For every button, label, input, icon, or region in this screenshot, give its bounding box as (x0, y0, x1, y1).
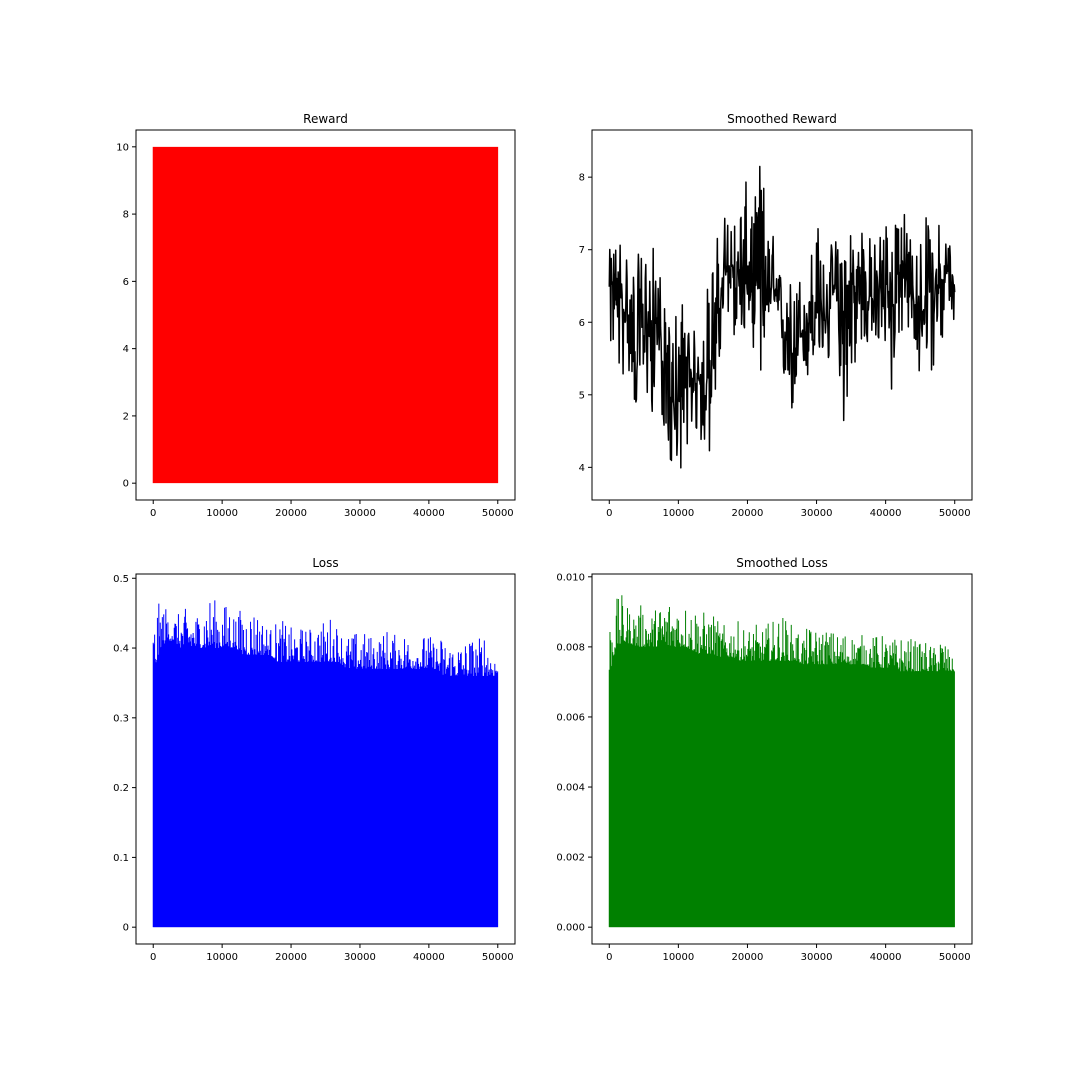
loss-axes-frame (135, 573, 516, 945)
smoothed-loss-axes-frame (591, 573, 973, 945)
smoothed-reward-x-tick-label: 50000 (939, 508, 971, 519)
loss-y-tick-label: 0.4 (113, 644, 129, 655)
reward-series (152, 146, 499, 484)
reward-y-tick-label: 6 (123, 277, 129, 288)
reward-y-tick-label: 4 (123, 344, 129, 355)
smoothed-reward-y-tick-label: 5 (579, 390, 585, 401)
loss-y-tick-label: 0.3 (113, 713, 129, 724)
loss-x-tick-label: 10000 (206, 952, 238, 963)
smoothed-reward-x-tick-label: 0 (606, 508, 612, 519)
smoothed-loss-x-tick-label: 50000 (939, 952, 971, 963)
smoothed-loss-y-tick-label: 0.000 (556, 923, 585, 934)
loss-x-tick-label: 50000 (482, 952, 514, 963)
loss-chart: Loss 0 10000 20000 30000 40000 50000 0 0.1 0.2 0.3… (113, 556, 516, 963)
reward-chart: Reward 0 10000 20000 30000 40000 50000 0 2 4 6 8 10 (116, 112, 516, 519)
smoothed-loss-y-tick-label: 0.010 (556, 572, 585, 583)
smoothed-loss-x-tick-label: 30000 (801, 952, 833, 963)
reward-x-tick-label: 0 (150, 508, 156, 519)
smoothed-reward-y-tick-label: 7 (579, 245, 585, 256)
loss-x-tick-label: 40000 (413, 952, 445, 963)
reward-x-tick-label: 10000 (206, 508, 238, 519)
smoothed-loss-plot-area (608, 595, 955, 928)
smoothed-reward-x-tick-label: 40000 (870, 508, 902, 519)
smoothed-loss-y-tick-label: 0.004 (556, 783, 585, 794)
reward-plot-area (152, 146, 499, 484)
smoothed-reward-title: Smoothed Reward (727, 112, 837, 126)
reward-y-tick-label: 2 (123, 411, 129, 422)
loss-x-tick-label: 20000 (275, 952, 307, 963)
smoothed-loss-x-tick-label: 20000 (732, 952, 764, 963)
smoothed-loss-chart: Smoothed Loss 0 10000 20000 30000 40000 50000 0… (556, 556, 973, 963)
reward-y-tick-label: 0 (123, 479, 129, 490)
reward-x-tick-label: 20000 (275, 508, 307, 519)
smoothed-reward-y-tick-label: 6 (579, 318, 585, 329)
loss-title: Loss (312, 556, 338, 570)
smoothed-loss-y-tick-label: 0.006 (556, 712, 585, 723)
reward-x-tick-label: 50000 (482, 508, 514, 519)
smoothed-reward-series (608, 165, 956, 469)
smoothed-loss-y-tick-label: 0.002 (556, 853, 585, 864)
smoothed-loss-x-tick-label: 10000 (662, 952, 694, 963)
reward-title: Reward (303, 112, 348, 126)
smoothed-loss-y-tick-label: 0.008 (556, 642, 585, 653)
smoothed-reward-x-tick-label: 10000 (662, 508, 694, 519)
reward-y-tick-label: 8 (123, 210, 129, 221)
reward-axes-frame (135, 129, 516, 501)
smoothed-reward-x-tick-label: 20000 (732, 508, 764, 519)
smoothed-reward-y-tick-label: 4 (579, 463, 585, 474)
loss-y-tick-label: 0.1 (113, 853, 129, 864)
loss-y-tick-label: 0.2 (113, 783, 129, 794)
smoothed-reward-x-tick-label: 30000 (801, 508, 833, 519)
loss-plot-area (152, 600, 499, 928)
loss-series-fill (153, 641, 498, 928)
smoothed-loss-x-tick-label: 40000 (870, 952, 902, 963)
reward-x-tick-label: 40000 (413, 508, 445, 519)
loss-y-tick-label: 0 (123, 923, 129, 934)
smoothed-loss-title: Smoothed Loss (736, 556, 827, 570)
loss-x-tick-label: 0 (150, 952, 156, 963)
smoothed-reward-y-tick-label: 8 (579, 173, 585, 184)
smoothed-reward-chart: Smoothed Reward 0 10000 20000 30000 40000 5000… (579, 112, 973, 519)
reward-x-tick-label: 30000 (344, 508, 376, 519)
loss-y-tick-label: 0.5 (113, 574, 129, 585)
smoothed-reward-plot-area (608, 165, 956, 469)
smoothed-reward-axes-frame (591, 129, 973, 501)
reward-y-tick-label: 10 (116, 142, 129, 153)
loss-x-tick-label: 30000 (344, 952, 376, 963)
smoothed-loss-series-fill (609, 643, 955, 928)
smoothed-loss-x-tick-label: 0 (606, 952, 612, 963)
